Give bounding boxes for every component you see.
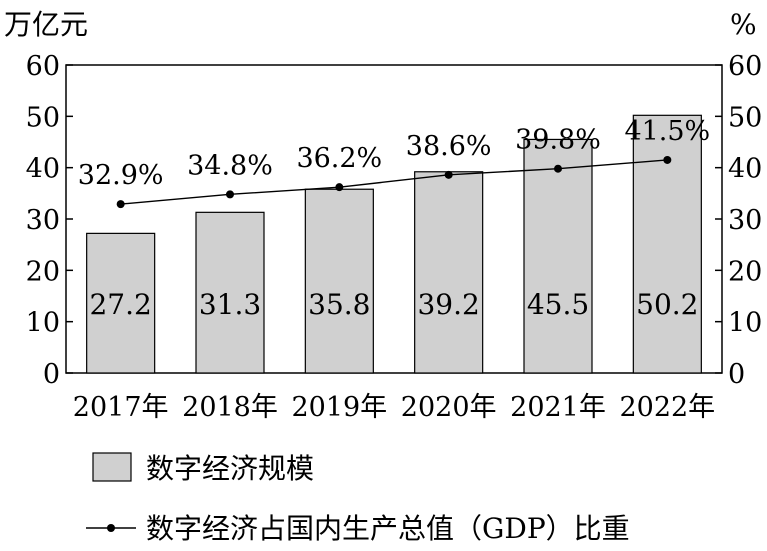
line-path — [120, 159, 668, 205]
line-value-label: 36.2% — [296, 143, 382, 174]
x-tick-label: 2022年 — [619, 392, 715, 423]
y-right-tick-label: 20 — [728, 256, 762, 287]
labels: 27.2 31.3 35.8 39.2 45.5 50.2 2017年 2018年 2019年 2… — [73, 116, 715, 423]
bar — [523, 138, 593, 374]
line-point — [226, 190, 234, 199]
legend-line-marker — [107, 524, 115, 532]
line-value-label: 41.5% — [624, 116, 710, 147]
line-value-label: 38.6% — [406, 131, 492, 162]
axes: 0 10 20 30 40 50 60 0 10 20 30 40 50 60 万亿元% — [4, 8, 762, 390]
bar-value-label: 39.2 — [417, 288, 479, 321]
line-point — [116, 200, 125, 209]
y-left-unit: 万亿元 — [4, 8, 88, 41]
y-left-tick-label: 50 — [26, 102, 60, 133]
y-left-tick-label: 0 — [43, 359, 60, 390]
plot-frame — [65, 64, 723, 374]
x-tick-label: 2017年 — [73, 392, 169, 423]
line-value-label: 39.8% — [515, 125, 601, 156]
bar — [632, 114, 702, 374]
y-right-tick-label: 60 — [728, 51, 762, 82]
bar-value-label: 35.8 — [308, 288, 370, 321]
bar-value-label: 31.3 — [199, 288, 261, 321]
y-right-tick-label: 0 — [728, 359, 745, 390]
y-right-unit: % — [730, 8, 757, 41]
y-left-tick-label: 60 — [26, 51, 60, 82]
line-series — [116, 155, 672, 209]
legend-bar-swatch — [92, 452, 132, 482]
x-tick-label: 2021年 — [510, 392, 606, 423]
y-right-tick-label: 30 — [728, 205, 762, 236]
y-right-tick-label: 40 — [728, 154, 762, 185]
bar — [414, 171, 484, 374]
x-tick-label: 2020年 — [401, 392, 497, 423]
bars — [86, 114, 702, 374]
legend-bar-label: 数字经济规模 — [146, 452, 314, 485]
y-left-tick-label: 20 — [26, 256, 60, 287]
bar-value-label: 50.2 — [636, 288, 698, 321]
y-right-tick-label: 10 — [728, 308, 762, 339]
bar — [304, 188, 374, 374]
bar — [195, 211, 265, 374]
line-value-label: 34.8% — [187, 150, 273, 181]
line-point — [335, 183, 344, 192]
x-tick-label: 2018年 — [182, 392, 278, 423]
legend-line-label: 数字经济占国内生产总值（GDP）比重 — [146, 512, 630, 545]
line-value-label: 32.9% — [78, 160, 164, 191]
bar-value-label: 27.2 — [89, 288, 151, 321]
y-right-tick-label: 50 — [728, 102, 762, 133]
line-point — [663, 155, 672, 164]
line-point — [554, 164, 562, 173]
y-left-tick-label: 40 — [26, 154, 60, 185]
y-left-tick-label: 10 — [26, 308, 60, 339]
bar — [86, 232, 156, 374]
y-left-tick-label: 30 — [26, 205, 60, 236]
x-tick-label: 2019年 — [291, 392, 387, 423]
bar-value-label: 45.5 — [527, 288, 589, 321]
line-point — [444, 170, 453, 179]
